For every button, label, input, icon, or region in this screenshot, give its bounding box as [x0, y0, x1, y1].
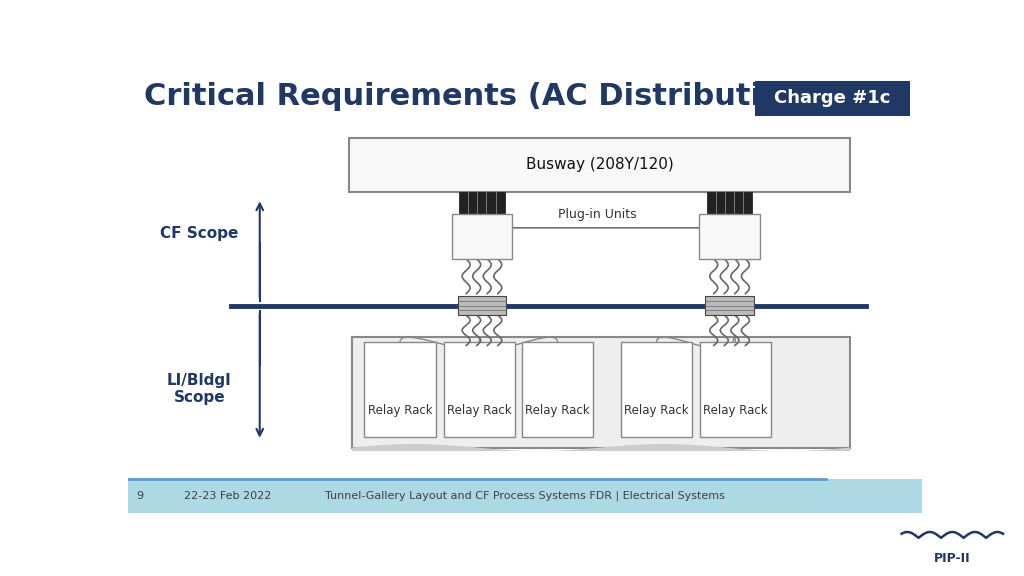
Bar — [621, 342, 692, 437]
Bar — [365, 342, 435, 437]
Text: LI/BldgI
Scope: LI/BldgI Scope — [167, 373, 231, 405]
Text: Critical Requirements (AC Distribution): Critical Requirements (AC Distribution) — [143, 82, 817, 111]
Text: Relay Rack: Relay Rack — [702, 404, 768, 417]
Text: 22-23 Feb 2022: 22-23 Feb 2022 — [183, 491, 271, 501]
Bar — [706, 296, 754, 315]
Text: Busway (208Y/120): Busway (208Y/120) — [525, 157, 673, 172]
Bar — [348, 138, 850, 192]
Bar — [352, 337, 850, 448]
Bar — [707, 192, 753, 214]
FancyBboxPatch shape — [755, 81, 909, 116]
Text: CF Scope: CF Scope — [160, 226, 239, 241]
Text: Charge #1c: Charge #1c — [774, 89, 891, 107]
Text: 9: 9 — [136, 491, 143, 501]
Bar — [458, 296, 506, 315]
Text: Tunnel-Gallery Layout and CF Process Systems FDR | Electrical Systems: Tunnel-Gallery Layout and CF Process Sys… — [325, 491, 725, 501]
Text: Plug-in Units: Plug-in Units — [558, 208, 637, 221]
Text: PIP-II: PIP-II — [934, 552, 971, 565]
Bar — [460, 192, 505, 214]
Text: Relay Rack: Relay Rack — [625, 404, 689, 417]
Bar — [128, 479, 922, 513]
Bar — [522, 342, 593, 437]
Bar — [452, 214, 512, 259]
Text: Relay Rack: Relay Rack — [368, 404, 432, 417]
Bar — [443, 342, 515, 437]
Bar — [699, 342, 771, 437]
Text: Relay Rack: Relay Rack — [525, 404, 590, 417]
Bar — [699, 214, 760, 259]
Text: Relay Rack: Relay Rack — [447, 404, 512, 417]
